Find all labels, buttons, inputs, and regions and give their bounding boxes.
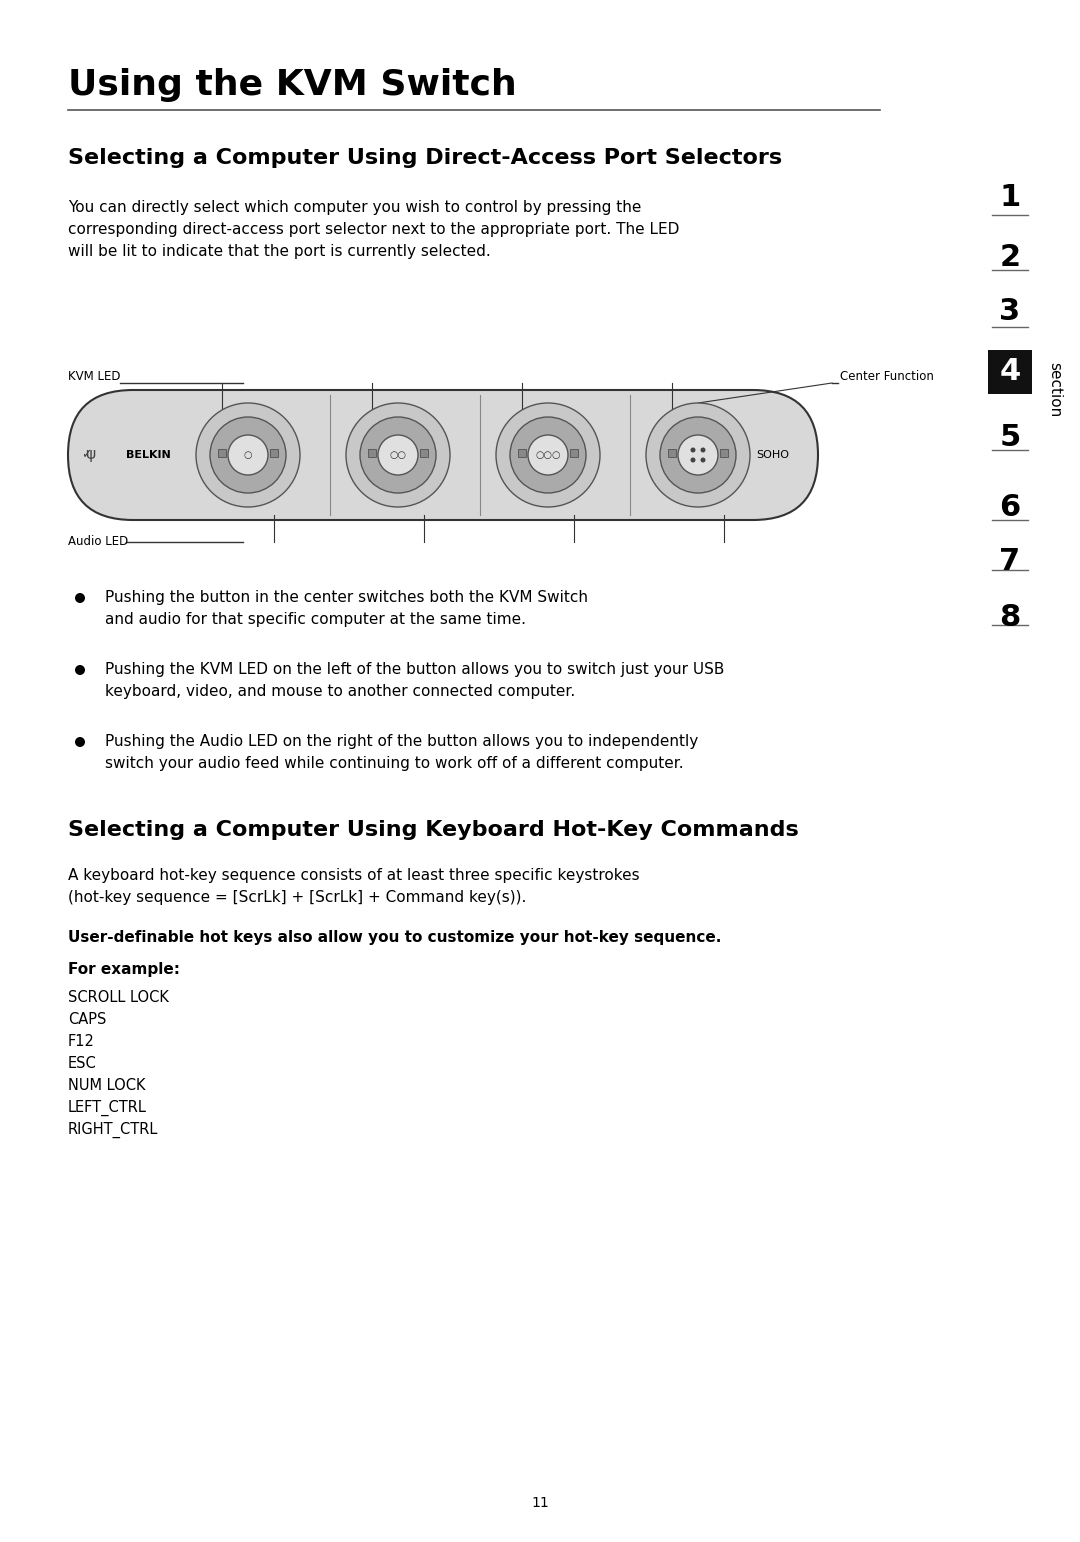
Text: SCROLL LOCK: SCROLL LOCK [68, 990, 168, 1005]
Text: Using the KVM Switch: Using the KVM Switch [68, 68, 516, 102]
Text: 1: 1 [999, 182, 1021, 211]
Circle shape [210, 416, 286, 493]
Bar [988, 350, 1032, 395]
Bar [218, 449, 226, 456]
Circle shape [701, 458, 705, 463]
Text: For example:: For example: [68, 962, 180, 978]
Circle shape [510, 416, 586, 493]
Circle shape [690, 458, 696, 463]
Text: ✓: ✓ [81, 449, 91, 461]
Text: User-definable hot keys also allow you to customize your hot-key sequence.: User-definable hot keys also allow you t… [68, 930, 721, 945]
Circle shape [195, 402, 300, 507]
Circle shape [378, 435, 418, 475]
Text: ○○: ○○ [390, 450, 406, 460]
Text: LEFT_CTRL: LEFT_CTRL [68, 1099, 147, 1116]
Text: F12: F12 [68, 1035, 95, 1049]
Text: 4: 4 [999, 358, 1021, 387]
Circle shape [646, 402, 750, 507]
Text: SOHO: SOHO [756, 450, 789, 460]
Text: ψ: ψ [85, 447, 95, 463]
Bar [570, 449, 578, 456]
Text: Selecting a Computer Using Keyboard Hot-Key Commands: Selecting a Computer Using Keyboard Hot-… [68, 820, 799, 840]
Bar [368, 449, 376, 456]
Text: section: section [1048, 362, 1063, 418]
Text: CAPS: CAPS [68, 1012, 106, 1027]
Text: 5: 5 [999, 423, 1021, 452]
Text: Pushing the button in the center switches both the KVM Switch
and audio for that: Pushing the button in the center switche… [105, 591, 588, 628]
Text: RIGHT_CTRL: RIGHT_CTRL [68, 1123, 159, 1138]
Circle shape [75, 665, 85, 675]
Bar [669, 449, 676, 456]
Text: 7: 7 [999, 547, 1021, 577]
Bar [518, 449, 526, 456]
Circle shape [360, 416, 436, 493]
Circle shape [678, 435, 718, 475]
Text: NUM LOCK: NUM LOCK [68, 1078, 146, 1093]
Text: 2: 2 [999, 242, 1021, 271]
Text: 6: 6 [999, 492, 1021, 521]
Text: KVM LED: KVM LED [68, 370, 121, 382]
Circle shape [690, 447, 696, 452]
Bar [720, 449, 728, 456]
Circle shape [75, 594, 85, 603]
Text: Selecting a Computer Using Direct-Access Port Selectors: Selecting a Computer Using Direct-Access… [68, 148, 782, 168]
Bar [270, 449, 278, 456]
Circle shape [701, 447, 705, 452]
Circle shape [75, 737, 85, 746]
Text: ○○○: ○○○ [536, 450, 561, 460]
Text: Center Function: Center Function [840, 370, 934, 382]
Text: Audio LED: Audio LED [68, 535, 129, 547]
Text: BELKIN: BELKIN [125, 450, 171, 460]
Circle shape [228, 435, 268, 475]
Text: 3: 3 [999, 298, 1021, 327]
Circle shape [346, 402, 450, 507]
Text: 8: 8 [999, 603, 1021, 632]
Text: Pushing the Audio LED on the right of the button allows you to independently
swi: Pushing the Audio LED on the right of th… [105, 734, 699, 771]
Text: ESC: ESC [68, 1056, 97, 1072]
Text: Pushing the KVM LED on the left of the button allows you to switch just your USB: Pushing the KVM LED on the left of the b… [105, 662, 725, 699]
Bar [420, 449, 428, 456]
Text: You can directly select which computer you wish to control by pressing the
corre: You can directly select which computer y… [68, 200, 679, 259]
Text: A keyboard hot-key sequence consists of at least three specific keystrokes
(hot-: A keyboard hot-key sequence consists of … [68, 868, 639, 905]
Circle shape [496, 402, 600, 507]
Circle shape [660, 416, 735, 493]
Text: ○: ○ [244, 450, 253, 460]
Text: 11: 11 [531, 1496, 549, 1510]
FancyBboxPatch shape [68, 390, 818, 520]
Circle shape [528, 435, 568, 475]
